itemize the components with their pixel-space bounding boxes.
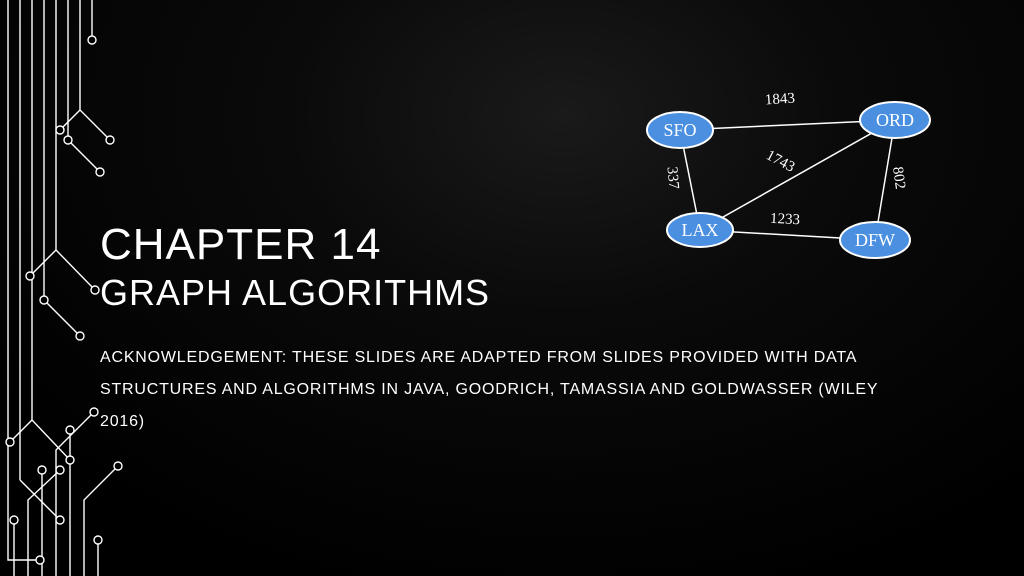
edge-weight-label: 337 — [663, 166, 682, 190]
chapter-number: Chapter 14 — [100, 220, 920, 270]
slide-content: Chapter 14 Graph Algorithms Acknowledgem… — [100, 220, 920, 438]
edge-weight-label: 1843 — [764, 90, 795, 109]
chapter-title: Graph Algorithms — [100, 272, 920, 314]
graph-node-label: ORD — [876, 110, 914, 130]
graph-node-label: SFO — [663, 120, 696, 140]
acknowledgement-text: Acknowledgement: These slides are adapte… — [100, 342, 880, 438]
edge-weight-label: 802 — [888, 166, 908, 191]
